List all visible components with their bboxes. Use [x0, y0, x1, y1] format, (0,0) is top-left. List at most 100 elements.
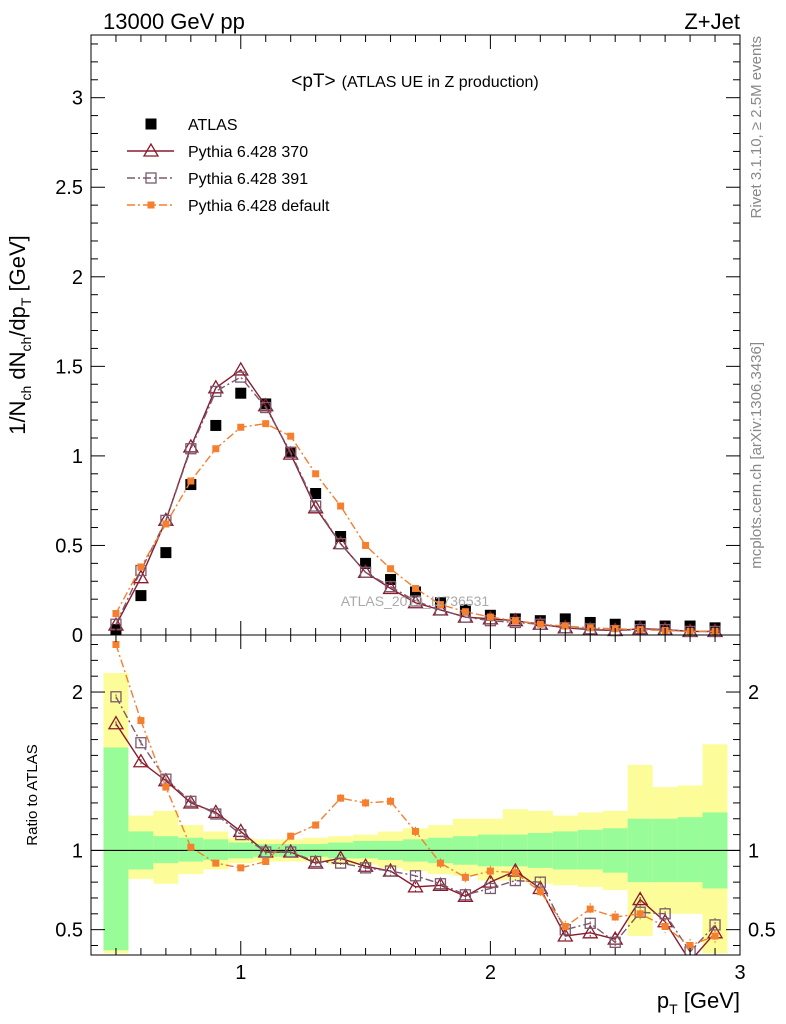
rivet-label: Rivet 3.1.10, ≥ 2.5M events — [748, 36, 765, 219]
ratio-y-tick-label-right: 2 — [748, 682, 759, 704]
main-panel: 0 0.5 1 1.5 2 2.5 3 <pT> (ATLAS UE in Z product… — [5, 34, 741, 647]
ratio-y-axis-label: Ratio to ATLAS — [24, 744, 41, 845]
y-tick-label: 2.5 — [55, 177, 83, 199]
mcplots-label: mcplots.cern.ch [arXiv:1306.3436] — [748, 342, 765, 569]
ratio-point-pdefault — [661, 922, 669, 930]
data-point-pdefault — [262, 420, 270, 428]
data-point-atlas — [534, 615, 546, 627]
ratio-y-tick-label-right: 0.5 — [748, 920, 776, 942]
ratio-point-p391 — [484, 882, 497, 895]
band-inner — [203, 839, 229, 860]
data-point-atlas — [385, 573, 397, 585]
ratio-point-pdefault — [212, 859, 220, 867]
x-tick-label: 2 — [485, 962, 496, 984]
ratio-line-pdefault — [115, 644, 716, 947]
ratio-point-p370 — [132, 753, 150, 768]
ratio-point-pdefault — [536, 888, 544, 896]
ratio-point-p370 — [207, 804, 224, 819]
legend-item-p391: Pythia 6.428 391 — [127, 171, 308, 188]
ratio-point-p391 — [609, 936, 621, 948]
data-point-atlas — [260, 398, 272, 410]
data-point-pdefault — [237, 423, 245, 431]
data-point-atlas — [360, 557, 372, 569]
band-inner — [577, 829, 603, 870]
main-axes: 0 0.5 1 1.5 2 2.5 3 — [55, 35, 741, 647]
main-title-main: <pT> — [291, 71, 335, 92]
data-point-p391 — [260, 401, 272, 414]
ratio-point-pdefault — [486, 867, 494, 875]
y-tick-label: 2 — [72, 267, 83, 289]
data-point-pdefault — [436, 601, 444, 609]
data-point-p391 — [310, 500, 322, 512]
ratio-point-pdefault — [636, 910, 644, 918]
ratio-point-p391 — [584, 917, 596, 929]
ratio-point-p370 — [107, 715, 125, 730]
data-point-pdefault — [212, 445, 220, 453]
y-tick-label: 3 — [72, 88, 83, 110]
ratio-point-pdefault — [337, 794, 345, 802]
data-point-pdefault — [137, 563, 145, 571]
data-point-p370 — [232, 361, 249, 376]
data-point-p391 — [409, 595, 422, 607]
band-inner — [103, 747, 129, 951]
legend-item-p370: Pythia 6.428 370 — [127, 142, 308, 161]
ratio-point-p370 — [582, 924, 599, 939]
ratio-point-p391 — [210, 808, 222, 820]
data-point-atlas — [709, 622, 721, 634]
ratio-y-tick-label: 1 — [72, 840, 83, 862]
data-point-p391 — [185, 443, 197, 455]
ratio-point-p391 — [434, 878, 447, 890]
ratio-point-pdefault — [436, 859, 444, 867]
ratio-point-p391 — [185, 795, 197, 807]
ratio-point-p391 — [310, 855, 322, 868]
data-point-p370 — [282, 445, 299, 460]
data-point-pdefault — [586, 624, 594, 632]
ratio-point-pdefault — [461, 873, 469, 881]
data-point-p391 — [210, 385, 222, 398]
ratio-point-pdefault — [362, 799, 370, 807]
ratio-y-tick-label: 2 — [72, 682, 83, 704]
data-point-pdefault — [112, 610, 120, 618]
data-point-pdefault — [337, 502, 345, 510]
main-y-axis-label: 1/Nch dNch/dpT [GeV] — [5, 235, 34, 435]
data-point-atlas — [185, 479, 197, 491]
ratio-point-pdefault — [312, 821, 320, 829]
header-right: Z+Jet — [684, 9, 740, 34]
ratio-point-pdefault — [611, 913, 619, 921]
x-tick-label: 3 — [734, 962, 745, 984]
data-point-p391 — [334, 538, 347, 550]
y-tick-label: 0.5 — [55, 535, 83, 557]
ratio-point-p370 — [407, 878, 424, 893]
data-point-atlas — [160, 547, 172, 559]
ratio-point-pdefault — [162, 783, 170, 791]
data-point-p391 — [384, 580, 397, 593]
ratio-point-pdefault — [187, 843, 195, 851]
data-point-p370 — [382, 580, 399, 595]
legend-marker-p391 — [145, 172, 157, 184]
ratio-point-p370 — [357, 857, 374, 872]
band-inner — [353, 840, 379, 859]
ratio-point-p391 — [135, 737, 147, 749]
band-inner — [677, 817, 703, 883]
ratio-point-p391 — [384, 865, 397, 877]
data-point-pdefault — [387, 565, 395, 573]
legend-item-pdefault: Pythia 6.428 default — [127, 198, 330, 215]
ratio-y-tick-label: 0.5 — [55, 920, 83, 942]
data-point-atlas — [634, 620, 646, 632]
data-point-atlas — [210, 419, 222, 431]
ratio-point-p370 — [632, 891, 649, 906]
data-point-p391 — [235, 371, 247, 383]
main-title-suffix: (ATLAS UE in Z production) — [342, 74, 539, 91]
data-point-pdefault — [362, 541, 370, 549]
y-tick-label: 1.5 — [55, 356, 83, 378]
data-point-p391 — [285, 446, 297, 458]
data-point-p370 — [257, 397, 274, 412]
header-left: 13000 GeV pp — [103, 9, 245, 34]
ratio-point-p391 — [235, 828, 247, 841]
data-point-atlas — [235, 387, 247, 399]
x-tick-label: 1 — [235, 962, 246, 984]
legend: ATLAS Pythia 6.428 370 Pythia 6.428 391 Pyt… — [127, 117, 330, 215]
ratio-point-p391 — [334, 857, 347, 869]
data-point-pdefault — [312, 470, 320, 478]
ratio-point-pdefault — [387, 797, 395, 805]
